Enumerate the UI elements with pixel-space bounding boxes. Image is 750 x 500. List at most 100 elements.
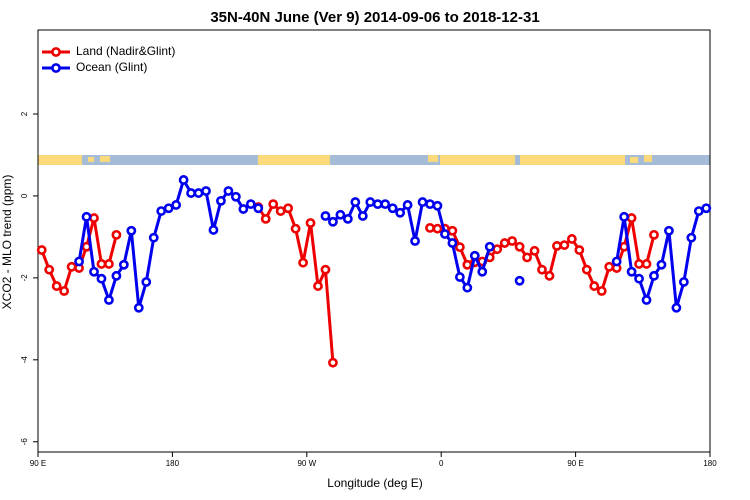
data-point	[268, 199, 279, 210]
data-point	[581, 264, 592, 275]
data-point	[641, 295, 652, 305]
data-point	[372, 199, 383, 210]
data-point	[66, 261, 77, 272]
data-point	[74, 256, 84, 267]
data-point	[574, 245, 585, 255]
data-point	[350, 197, 361, 207]
data-point	[440, 229, 450, 239]
data-point	[208, 225, 219, 235]
x-tick-label: 180	[166, 459, 180, 468]
data-point	[51, 281, 62, 291]
data-point	[260, 213, 271, 224]
data-point	[537, 264, 547, 275]
data-point	[171, 200, 182, 210]
data-point	[514, 275, 525, 286]
land-ocean-band	[38, 155, 710, 165]
data-point	[104, 259, 114, 269]
data-point	[410, 236, 420, 246]
data-point	[89, 266, 99, 277]
data-point	[619, 211, 630, 222]
data-point	[417, 197, 428, 207]
data-point	[253, 203, 264, 214]
x-tick-label: 90 W	[297, 459, 316, 468]
data-point	[89, 213, 99, 223]
data-point	[245, 199, 256, 210]
data-point	[634, 273, 644, 284]
data-point	[342, 213, 353, 224]
data-point	[552, 241, 562, 251]
data-point	[223, 186, 234, 196]
y-tick-label: 2	[20, 111, 29, 116]
data-point	[693, 206, 704, 216]
legend-label: Ocean (Glint)	[76, 60, 147, 74]
x-tick-label: 0	[439, 459, 444, 468]
data-point	[492, 244, 503, 255]
data-point	[499, 238, 510, 248]
data-point	[402, 200, 413, 210]
data-point	[81, 211, 92, 222]
data-point	[395, 207, 406, 218]
data-point	[462, 259, 473, 270]
data-point	[328, 357, 338, 368]
data-point	[44, 264, 55, 275]
chart-title: 35N-40N June (Ver 9) 2014-09-06 to 2018-…	[210, 9, 539, 26]
data-point	[522, 252, 532, 263]
data-point	[118, 259, 129, 270]
data-point	[626, 213, 637, 223]
data-point	[447, 238, 458, 248]
x-tick-label: 90 E	[30, 459, 46, 468]
x-tick-label: 90 E	[567, 459, 583, 468]
data-point	[634, 259, 644, 269]
data-point	[484, 241, 495, 252]
y-tick-label: -6	[20, 438, 29, 446]
data-point	[313, 281, 323, 291]
data-point	[507, 236, 518, 246]
data-point	[529, 245, 540, 256]
data-point	[335, 209, 346, 220]
data-point	[589, 281, 600, 291]
data-point	[611, 256, 622, 267]
data-point	[380, 199, 391, 210]
data-point	[425, 222, 435, 233]
data-point	[559, 240, 570, 250]
data-point	[96, 259, 107, 269]
data-point	[216, 195, 226, 206]
data-point	[104, 295, 114, 305]
data-point	[36, 245, 47, 255]
data-point	[133, 302, 144, 313]
y-tick-label: -2	[20, 274, 29, 282]
data-point	[387, 203, 398, 214]
data-point	[566, 234, 577, 244]
data-point	[230, 191, 241, 202]
data-point	[148, 232, 159, 243]
data-point	[59, 286, 70, 296]
data-point	[649, 270, 659, 281]
y-axis-label: XCO2 - MLO trend (ppm)	[0, 175, 14, 310]
x-axis-label: Longitude (deg E)	[327, 476, 422, 490]
data-point	[454, 242, 465, 253]
data-point	[328, 216, 338, 227]
data-point	[357, 211, 368, 221]
data-point	[425, 199, 435, 210]
data-point	[626, 266, 637, 277]
data-point	[275, 206, 286, 216]
plot-frame	[37, 29, 711, 453]
data-point	[671, 302, 682, 313]
data-point	[193, 188, 204, 198]
legend-label: Land (Nadir&Glint)	[76, 44, 175, 58]
data-point	[141, 277, 152, 287]
data-point	[656, 259, 667, 270]
data-point	[664, 225, 674, 236]
data-point	[641, 259, 652, 269]
data-point	[186, 188, 196, 198]
data-point	[178, 175, 189, 185]
data-point	[469, 250, 480, 261]
y-tick-label: 0	[20, 193, 29, 198]
data-point	[283, 203, 294, 214]
data-point	[365, 197, 376, 207]
data-point	[305, 218, 316, 228]
data-point	[96, 273, 107, 284]
data-point	[514, 241, 525, 252]
data-point	[156, 206, 167, 216]
